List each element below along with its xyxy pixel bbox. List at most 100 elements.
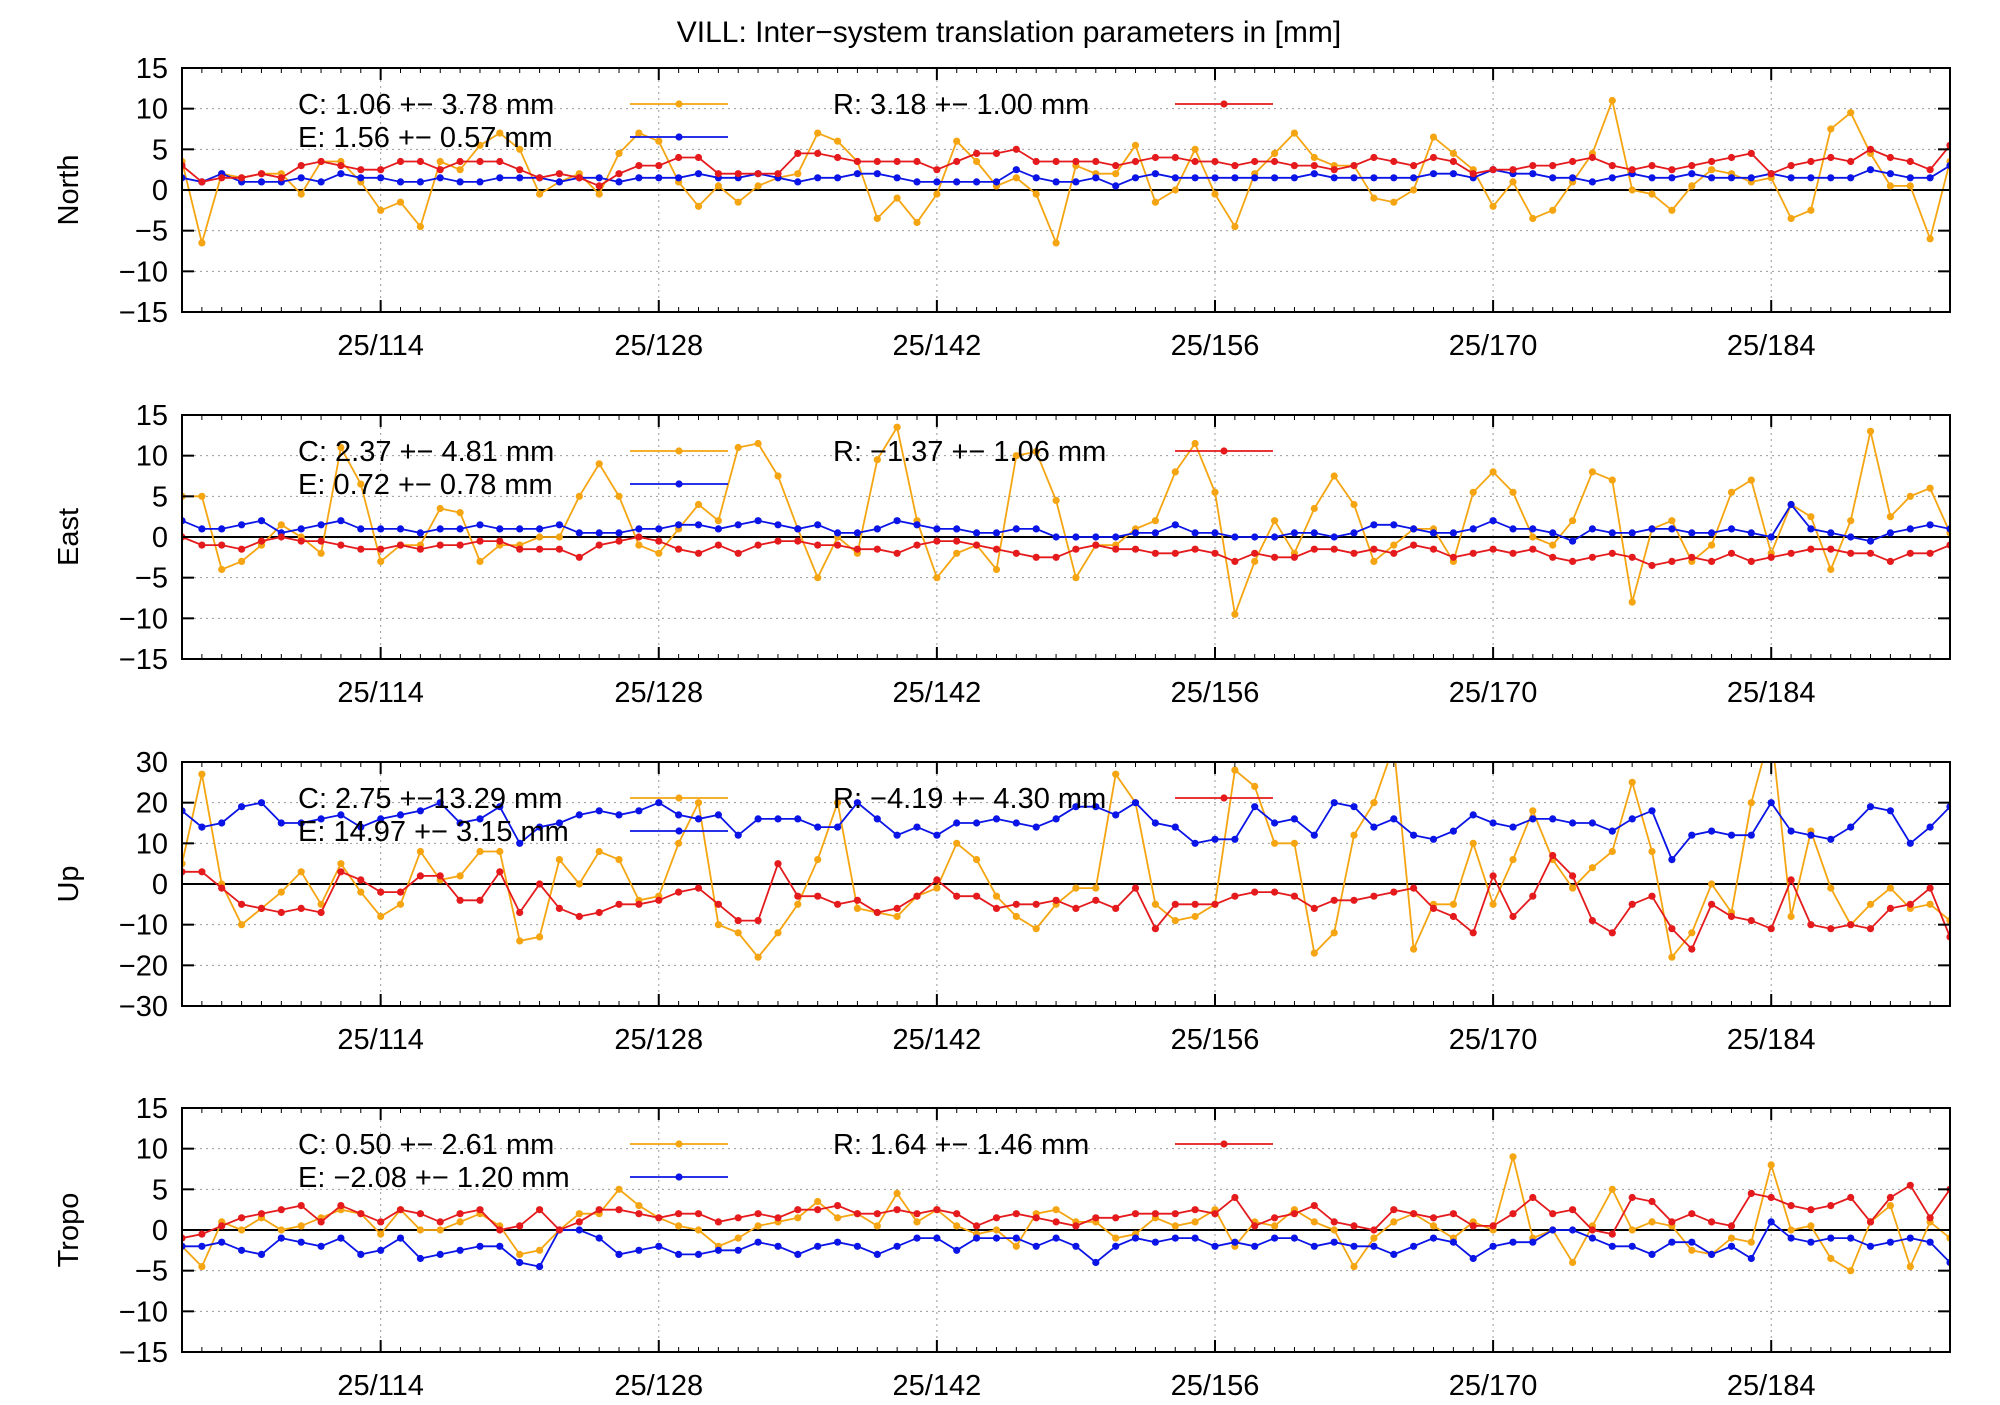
data-point-c — [317, 900, 325, 908]
data-point-e — [1906, 525, 1914, 533]
data-point-r — [1827, 1202, 1835, 1210]
data-point-c — [1012, 452, 1020, 460]
data-point-e — [1648, 525, 1656, 533]
data-point-e — [396, 525, 405, 533]
data-point-c — [714, 182, 723, 190]
data-point-e — [1032, 1242, 1040, 1250]
data-point-e — [1668, 1238, 1676, 1246]
data-point-c — [1886, 513, 1894, 521]
data-point-r — [1509, 166, 1517, 174]
data-point-e — [317, 178, 325, 186]
data-point-e — [834, 529, 842, 537]
data-point-e — [1290, 815, 1298, 823]
data-point-r — [814, 1206, 822, 1214]
data-point-e — [1767, 799, 1775, 807]
data-point-c — [953, 137, 961, 145]
data-point-c — [1847, 109, 1855, 117]
data-point-r — [238, 174, 246, 182]
data-point-e — [1727, 174, 1736, 182]
data-point-r — [615, 537, 623, 545]
data-point-c — [734, 443, 742, 452]
data-point-e — [1429, 170, 1438, 178]
data-point-c — [1012, 912, 1020, 921]
data-point-e — [277, 1234, 285, 1242]
data-point-r — [992, 149, 1001, 157]
data-point-r — [853, 157, 862, 166]
data-point-r — [1866, 925, 1875, 933]
data-point-c — [1767, 1161, 1775, 1169]
data-point-r — [1410, 1210, 1418, 1218]
data-point-e — [1549, 1226, 1557, 1234]
x-tick-label: 25/114 — [337, 677, 424, 709]
data-point-c — [1906, 492, 1914, 500]
data-point-e — [873, 525, 881, 533]
data-point-e — [1092, 1258, 1100, 1267]
data-point-e — [1012, 819, 1020, 827]
data-point-r — [1767, 925, 1775, 933]
data-point-e — [198, 823, 206, 831]
data-point-e — [635, 174, 643, 182]
data-point-c — [277, 888, 285, 896]
data-point-e — [218, 819, 226, 827]
data-point-r — [317, 1218, 325, 1226]
data-point-r — [1549, 1210, 1557, 1218]
data-point-c — [377, 206, 385, 214]
data-point-r — [714, 900, 723, 908]
data-point-r — [1628, 1193, 1636, 1202]
data-point-e — [317, 521, 325, 529]
data-point-c — [1112, 770, 1120, 778]
data-point-c — [198, 1263, 206, 1271]
data-point-c — [1608, 96, 1616, 105]
data-point-e — [953, 178, 961, 186]
data-point-r — [1171, 549, 1179, 557]
data-point-r — [277, 908, 285, 917]
data-point-e — [595, 529, 603, 537]
data-point-r — [1807, 157, 1815, 166]
data-point-r — [1032, 1214, 1040, 1222]
data-point-e — [1231, 533, 1239, 541]
data-point-r — [1847, 157, 1855, 166]
data-point-c — [1211, 190, 1219, 198]
data-point-c — [1648, 190, 1656, 198]
data-point-r — [873, 157, 881, 166]
y-tick-label: 10 — [136, 1134, 168, 1166]
data-point-c — [1768, 726, 1775, 733]
data-point-e — [913, 823, 921, 831]
data-point-c — [595, 460, 603, 468]
data-point-r — [814, 892, 822, 900]
data-point-c — [1449, 149, 1457, 157]
data-point-c — [1906, 182, 1914, 190]
data-point-e — [436, 525, 444, 533]
data-point-r — [814, 541, 822, 549]
legend-label-e: E: 14.97 +− 3.15 mm — [298, 816, 569, 848]
data-point-e — [1708, 174, 1716, 182]
data-point-r — [476, 157, 484, 166]
data-point-r — [297, 904, 305, 913]
data-point-e — [476, 815, 484, 823]
data-point-r — [694, 884, 703, 892]
data-point-r — [1708, 157, 1716, 166]
data-point-e — [992, 1234, 1001, 1242]
data-point-c — [1688, 1246, 1696, 1254]
data-point-r — [198, 541, 206, 549]
data-point-c — [754, 1222, 762, 1230]
data-point-c — [1310, 504, 1318, 513]
data-point-c — [615, 149, 623, 157]
data-point-c — [873, 1222, 881, 1230]
legend-marker-e — [675, 1173, 683, 1181]
data-point-r — [516, 166, 524, 174]
data-point-c — [1032, 925, 1040, 933]
data-point-c — [436, 157, 444, 166]
data-point-e — [1906, 174, 1914, 182]
data-point-e — [1390, 174, 1398, 182]
data-point-r — [198, 178, 206, 186]
data-point-c — [1926, 484, 1934, 492]
data-point-e — [1171, 521, 1179, 529]
data-point-e — [992, 815, 1001, 823]
y-tick-label: −10 — [119, 256, 168, 288]
data-point-e — [1012, 525, 1020, 533]
data-point-c — [873, 456, 881, 464]
data-point-r — [1906, 549, 1914, 557]
data-point-r — [1648, 561, 1656, 570]
y-axis-label: North — [53, 155, 85, 226]
